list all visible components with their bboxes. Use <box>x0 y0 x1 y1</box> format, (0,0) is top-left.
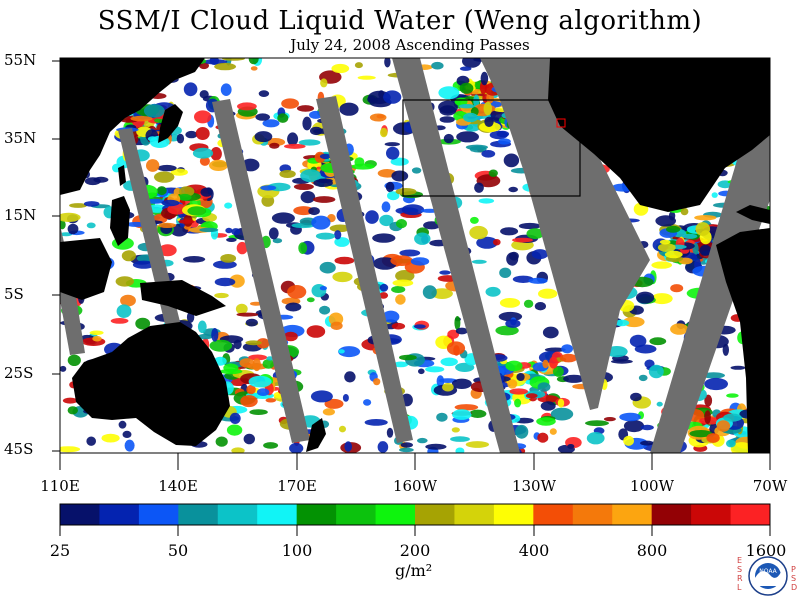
colorbar-segment <box>651 504 692 525</box>
indonesia-islands <box>60 238 112 300</box>
colorbar-segment <box>138 504 179 525</box>
noaa-logo: NOAA <box>748 556 788 596</box>
taiwan-island <box>118 165 126 186</box>
colorbar-label-1600: 1600 <box>745 541 787 560</box>
colorbar-label-100: 100 <box>281 541 313 560</box>
lat-label-5s: 5S <box>4 285 24 303</box>
lat-label-55n: 55N <box>4 51 37 69</box>
lon-label-70w: 70W <box>752 477 788 495</box>
japan-island <box>158 104 183 143</box>
colorbar-units: g/m² <box>395 561 433 580</box>
north-america-landmass <box>548 58 770 212</box>
lat-label-25s: 25S <box>4 364 34 382</box>
colorbar-label-800: 800 <box>636 541 668 560</box>
caribbean-islands <box>736 205 770 224</box>
lon-label-140e: 140E <box>158 477 198 495</box>
colorbar-label-50: 50 <box>167 541 189 560</box>
colorbar-segment <box>296 504 337 525</box>
colorbar-ticks <box>59 525 771 536</box>
map-title: SSM/I Cloud Liquid Water (Weng algorithm… <box>97 6 703 36</box>
lat-label-35n: 35N <box>4 129 37 147</box>
lat-label-45s: 45S <box>4 440 34 458</box>
colorbar-segment <box>730 504 771 525</box>
colorbar-segment <box>493 504 534 525</box>
data-gap-swath <box>316 96 413 443</box>
colorbar-segment <box>691 504 732 525</box>
colorbar-segment <box>415 504 455 525</box>
colorbar-segment <box>217 504 258 525</box>
colorbar-segment <box>336 504 377 525</box>
lon-label-110e: 110E <box>40 477 80 495</box>
psd-label: PSD <box>791 565 798 592</box>
data-gap-swath <box>392 58 520 453</box>
colorbar-segment <box>612 504 653 525</box>
colorbar-segment <box>257 504 298 525</box>
lon-label-100w: 100W <box>629 477 675 495</box>
colorbar <box>60 504 771 525</box>
lat-ticks <box>52 60 60 452</box>
colorbar-segment <box>572 504 613 525</box>
colorbar-segment <box>99 504 140 525</box>
new-guinea-island <box>140 280 226 316</box>
lat-label-15n: 15N <box>4 206 37 224</box>
south-america-landmass <box>716 228 770 453</box>
colorbar-segment <box>375 504 416 525</box>
colorbar-label-400: 400 <box>518 541 550 560</box>
map-subtitle: July 24, 2008 Ascending Passes <box>290 36 530 54</box>
australia-landmass <box>72 322 230 446</box>
data-gap-swath <box>650 110 770 453</box>
noaa-logo-text: NOAA <box>759 568 777 575</box>
asia-landmass <box>60 58 205 195</box>
lon-label-170e: 170E <box>277 477 317 495</box>
land-masses <box>60 58 770 453</box>
esrl-label: ESRL <box>737 556 743 592</box>
colorbar-segment <box>454 504 495 525</box>
colorbar-segment <box>60 504 100 525</box>
philippines-islands <box>110 196 130 246</box>
new-zealand-island <box>306 418 326 452</box>
lon-ticks <box>59 453 771 470</box>
data-gap-swaths <box>60 58 770 453</box>
location-marker <box>556 118 566 128</box>
lon-label-130w: 130W <box>511 477 557 495</box>
colorbar-label-200: 200 <box>399 541 431 560</box>
data-gap-swath <box>212 99 310 443</box>
data-gap-swath <box>480 58 650 410</box>
colorbar-segment <box>178 504 219 525</box>
region-highlight-box <box>402 99 581 197</box>
colorbar-segment <box>533 504 574 525</box>
colorbar-label-25: 25 <box>49 541 71 560</box>
lon-label-160w: 160W <box>392 477 438 495</box>
